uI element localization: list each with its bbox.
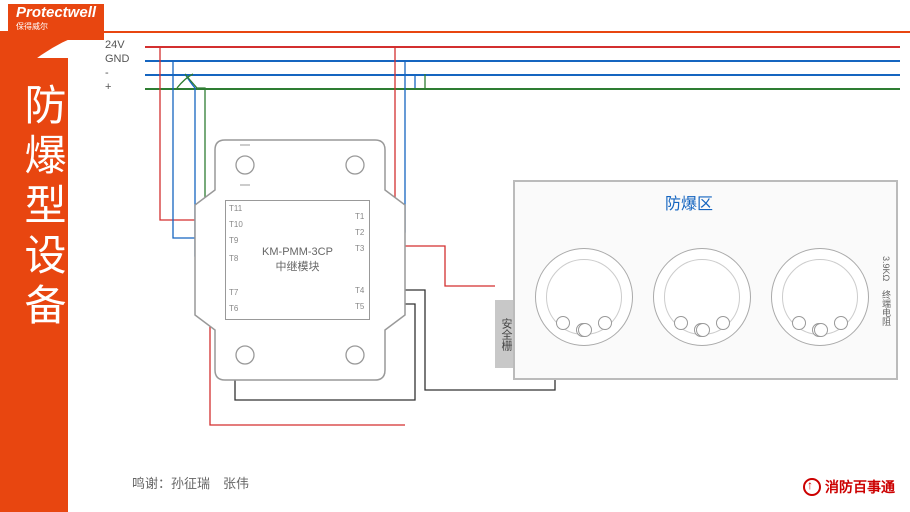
module-name: KM-PMM-3CP [262, 246, 333, 258]
pin-t7: T7 [229, 288, 238, 297]
bus-24v [145, 46, 900, 48]
pin-t2: T2 [355, 228, 364, 237]
sidebar-title: 防爆型设备 [12, 83, 73, 333]
brand-name: Protectwell [16, 4, 96, 21]
pin-t5: T5 [355, 302, 364, 311]
header-bar: Protectwell 保得威尔 [0, 0, 910, 33]
footer-text: 消防百事通 [825, 477, 895, 497]
relay-module: KM-PMM-3CP 中继模块 [225, 200, 370, 320]
bus-label-gnd: GND [105, 53, 129, 65]
pin-t11: T11 [229, 204, 242, 213]
bus-label-24v: 24V [105, 39, 125, 51]
detector-1 [535, 248, 633, 346]
bus-label-plus: + [105, 81, 111, 93]
footer-logo: 消防百事通 [803, 477, 895, 497]
diagram-area: 24V GND - + [105, 40, 900, 502]
bus-plus [145, 88, 900, 90]
bus-gnd [145, 60, 900, 62]
module-sub: 中继模块 [276, 258, 320, 274]
brand-sub: 保得威尔 [16, 20, 96, 34]
detector-2 [653, 248, 751, 346]
detector-3 [771, 248, 869, 346]
pin-t1: T1 [355, 212, 364, 221]
pin-t10: T10 [229, 220, 243, 229]
terminal-resistor-label: 3.9KΩ 终端电阻 [880, 256, 892, 326]
pin-t3: T3 [355, 244, 364, 253]
credit-text: 鸣谢：孙征瑞 张伟 [132, 473, 249, 492]
pin-t9: T9 [229, 236, 238, 245]
explosion-zone-title: 防爆区 [665, 190, 713, 214]
pin-t6: T6 [229, 304, 238, 313]
bus-minus [145, 74, 900, 76]
bus-label-minus: - [105, 67, 109, 79]
pin-t4: T4 [355, 286, 364, 295]
footer-icon [803, 478, 821, 496]
sidebar: 防爆型设备 [0, 33, 85, 512]
pin-t8: T8 [229, 254, 238, 263]
